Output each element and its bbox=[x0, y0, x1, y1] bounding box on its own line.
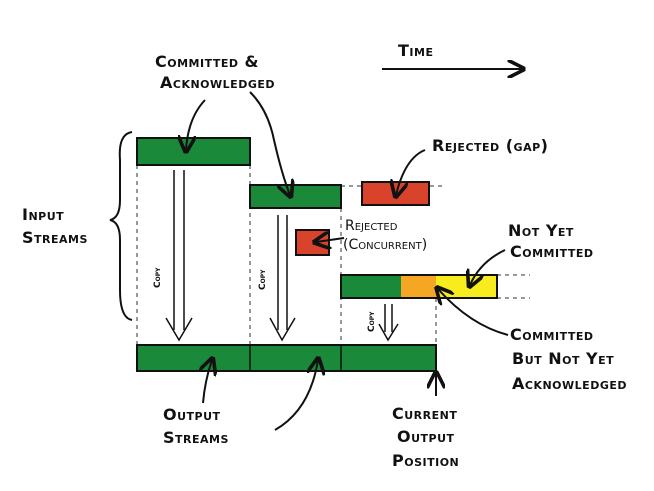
not-yet-committed-label-2: Committed bbox=[510, 242, 593, 261]
committed-ack-label-2: Acknowledged bbox=[160, 73, 275, 92]
time-label: Time bbox=[398, 41, 433, 60]
not-yet-committed-label-1: Not Yet bbox=[508, 221, 574, 240]
current-output-label-1: Current bbox=[392, 404, 457, 423]
stream-3-not-committed bbox=[436, 275, 497, 298]
copy-label-3: Copy bbox=[367, 311, 377, 332]
dashed-guides bbox=[136, 165, 530, 345]
stream-3-pending bbox=[401, 275, 436, 298]
current-output-label-3: Position bbox=[392, 451, 459, 470]
output-streams-label-2: Streams bbox=[163, 428, 229, 447]
output-stream bbox=[136, 344, 437, 372]
cbnya-label-2: But Not Yet bbox=[512, 349, 614, 368]
rejected-concurrent-label-1: Rejected bbox=[345, 218, 398, 234]
input-streams-label-2: Streams bbox=[22, 228, 88, 247]
input-stream-1 bbox=[136, 137, 251, 166]
input-brace bbox=[109, 131, 133, 321]
rejected-concurrent-block bbox=[295, 229, 330, 256]
committed-ack-label-1: Committed & bbox=[155, 52, 259, 71]
copy-arrow-1 bbox=[165, 170, 193, 342]
copy-arrow-2 bbox=[269, 215, 296, 342]
rejected-concurrent-label-2: (Concurrent) bbox=[343, 237, 427, 253]
input-streams-label-1: Input bbox=[22, 205, 64, 224]
cbnya-label-1: Committed bbox=[510, 325, 593, 344]
output-streams-label-1: Output bbox=[163, 405, 221, 424]
copy-label-2: Copy bbox=[258, 269, 268, 290]
cbnya-label-3: Acknowledged bbox=[512, 374, 627, 393]
stream-3-committed bbox=[341, 275, 401, 298]
input-stream-2 bbox=[249, 184, 342, 209]
copy-label-1: Copy bbox=[153, 267, 163, 288]
current-output-label-2: Output bbox=[397, 427, 455, 446]
rejected-gap-label: Rejected (gap) bbox=[432, 136, 548, 155]
copy-arrow-3 bbox=[378, 304, 399, 342]
pointer-arrows bbox=[186, 91, 509, 431]
